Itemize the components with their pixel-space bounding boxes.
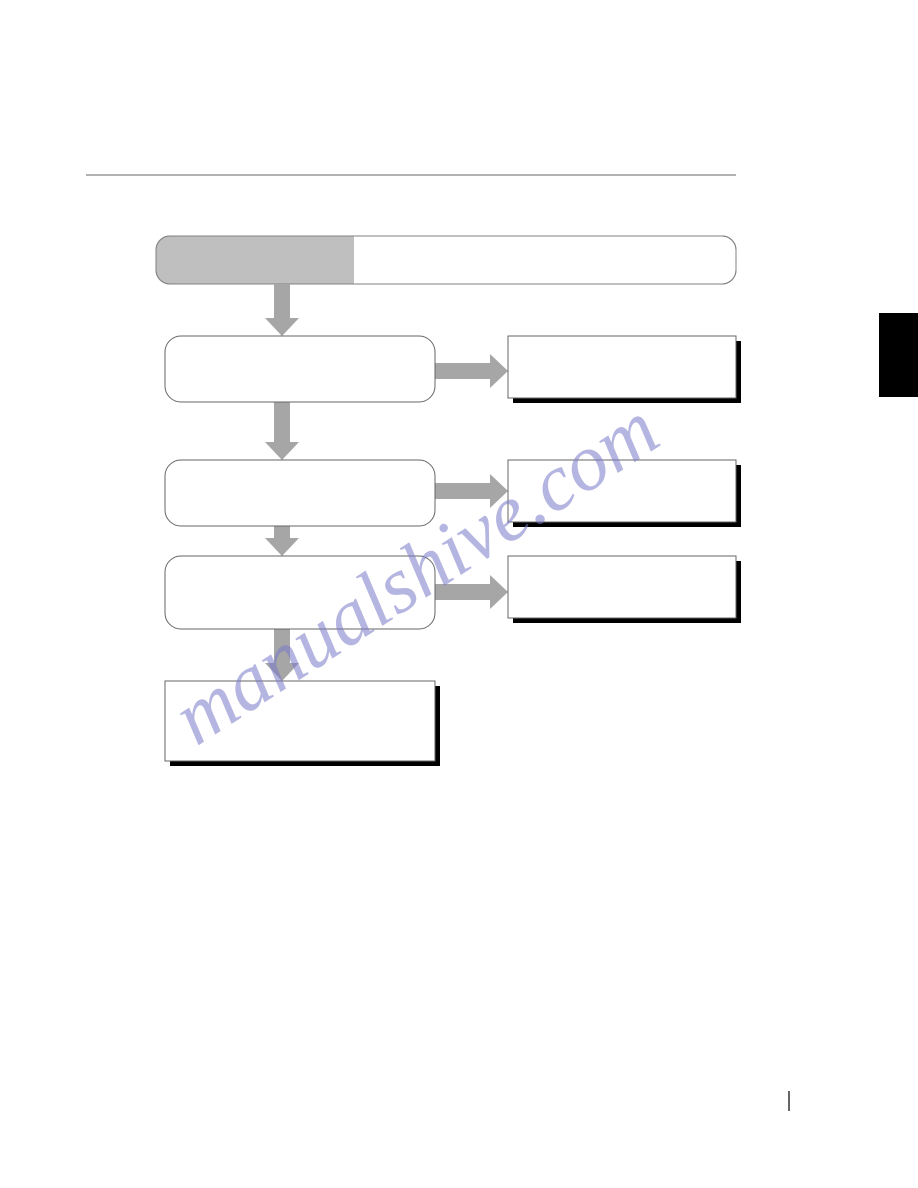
detail-box-3: [508, 556, 736, 618]
footer-mark: [788, 1091, 790, 1111]
arrow-down: [265, 402, 299, 460]
step-box-1: [165, 336, 435, 402]
arrow-down: [265, 526, 299, 556]
step-box-2: [165, 460, 435, 526]
header-bar-accent: [156, 236, 354, 284]
flowchart-diagram: manualshive.com: [0, 0, 918, 1188]
arrow-down: [265, 284, 299, 336]
side-tab: [879, 313, 918, 397]
arrow-right: [435, 354, 508, 388]
